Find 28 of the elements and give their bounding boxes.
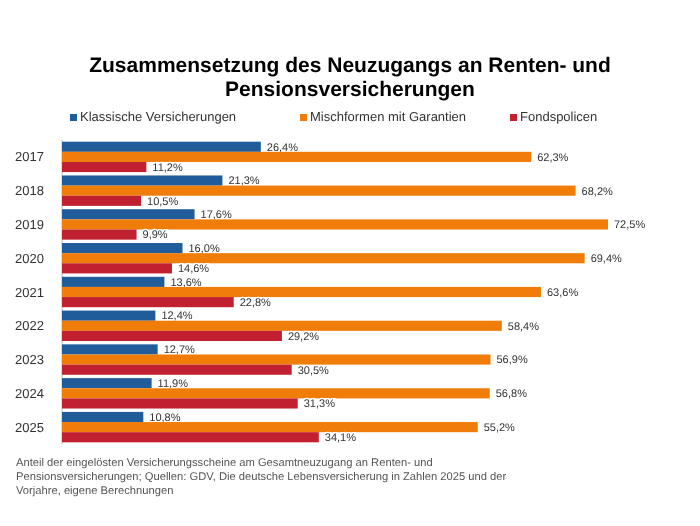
bar	[62, 354, 491, 365]
bar	[62, 411, 144, 423]
bar	[62, 364, 292, 375]
bar	[62, 151, 532, 162]
bar	[62, 141, 261, 152]
bar	[62, 263, 172, 274]
bar	[62, 330, 282, 341]
bar	[62, 398, 298, 409]
bar	[62, 209, 195, 220]
bar	[62, 276, 165, 287]
bar	[62, 344, 158, 355]
bar	[62, 253, 585, 264]
bar	[62, 185, 576, 196]
bar	[62, 320, 502, 331]
bar	[62, 388, 490, 399]
bar	[62, 310, 156, 321]
bar	[62, 243, 183, 254]
bar	[62, 297, 234, 308]
bar	[62, 175, 223, 186]
bar	[62, 161, 147, 173]
bar	[62, 432, 319, 443]
bar	[62, 219, 608, 230]
bar	[62, 195, 142, 206]
chart-title: Zusammensetzung des Neuzugangs an Renten- und Pensionsversicherungen	[89, 54, 611, 102]
bar	[62, 378, 152, 389]
bar	[62, 286, 541, 298]
bar	[62, 229, 137, 240]
bar	[62, 422, 478, 433]
